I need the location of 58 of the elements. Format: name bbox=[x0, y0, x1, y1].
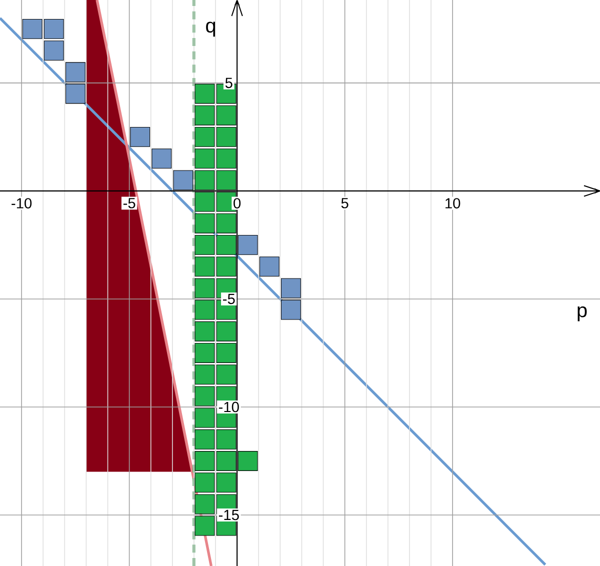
point bbox=[216, 170, 236, 190]
point bbox=[194, 126, 215, 147]
point bbox=[173, 170, 194, 190]
point bbox=[216, 234, 236, 255]
x-tick-label: -5 bbox=[123, 198, 136, 208]
x-tick-label: 5 bbox=[341, 198, 348, 208]
point bbox=[280, 300, 301, 320]
point bbox=[22, 18, 42, 39]
point bbox=[194, 105, 215, 126]
point bbox=[194, 300, 215, 320]
point bbox=[194, 516, 215, 536]
point bbox=[216, 364, 236, 385]
point bbox=[152, 148, 172, 169]
point bbox=[194, 364, 215, 385]
point bbox=[130, 126, 150, 147]
point bbox=[194, 213, 215, 234]
point bbox=[194, 472, 215, 493]
y-tick-label: -5 bbox=[223, 294, 235, 304]
point bbox=[194, 234, 215, 255]
point bbox=[194, 451, 215, 471]
point bbox=[194, 278, 215, 298]
x-tick-label: -10 bbox=[12, 198, 32, 208]
point bbox=[216, 126, 236, 147]
point bbox=[194, 408, 215, 428]
point bbox=[65, 84, 86, 104]
point bbox=[216, 429, 236, 450]
point bbox=[238, 234, 258, 255]
point bbox=[216, 148, 236, 169]
point bbox=[194, 148, 215, 169]
y-tick-label: -15 bbox=[218, 510, 239, 520]
point bbox=[44, 18, 64, 39]
point bbox=[280, 278, 301, 298]
point bbox=[194, 429, 215, 450]
point bbox=[65, 62, 86, 82]
point bbox=[216, 321, 236, 342]
y-tick-label: 5 bbox=[225, 78, 232, 88]
point bbox=[194, 192, 215, 212]
point bbox=[194, 256, 215, 277]
point bbox=[194, 343, 215, 363]
point bbox=[216, 256, 236, 277]
point bbox=[194, 494, 215, 514]
point bbox=[259, 256, 280, 277]
point bbox=[216, 343, 236, 363]
point bbox=[216, 472, 236, 493]
point bbox=[216, 105, 236, 126]
point bbox=[194, 84, 215, 104]
x-axis-title: p bbox=[578, 306, 587, 322]
point bbox=[194, 170, 215, 190]
point bbox=[216, 451, 236, 471]
y-tick-label: -10 bbox=[218, 402, 239, 412]
point bbox=[216, 213, 236, 234]
point bbox=[194, 321, 215, 342]
x-tick-label: 10 bbox=[446, 198, 460, 208]
point bbox=[44, 40, 64, 61]
point bbox=[194, 386, 215, 406]
y-axis-title: q bbox=[206, 22, 216, 37]
point bbox=[238, 451, 258, 471]
x-tick-label: 0 bbox=[234, 198, 241, 208]
